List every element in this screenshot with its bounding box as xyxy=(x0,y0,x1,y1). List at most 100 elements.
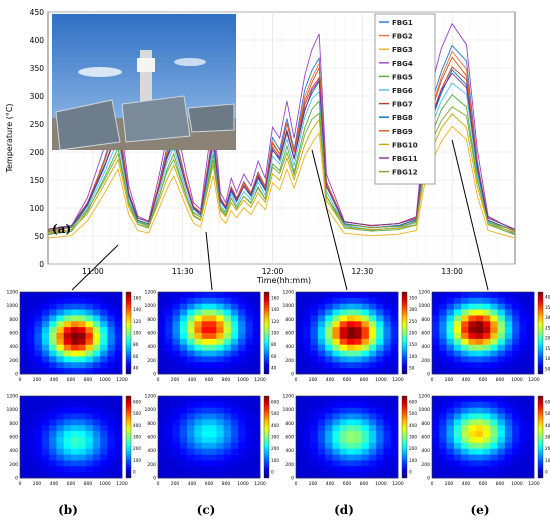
y-tick-label: 350 xyxy=(30,64,45,73)
line-chart-panel: 0 50 100 150 200 250 300 350 400 450 11:00 11:30 12… xyxy=(5,8,516,291)
heatmap-x-tick: 600 xyxy=(205,481,214,487)
heatmap-c-bottom: 0 200 400 600 800 1000 12000200400600800100012… xyxy=(145,394,280,488)
heatmap-x-tick: 0 xyxy=(19,377,22,383)
heatmap-y-tick: 0 xyxy=(153,476,156,482)
colorbar-tick: 150 xyxy=(409,342,417,347)
colorbar-tick: 600 xyxy=(545,399,550,404)
heatmap-x-tick: 800 xyxy=(496,481,505,487)
heatmap-x-tick: 400 xyxy=(326,377,335,383)
colorbar-tick: 0 xyxy=(271,470,274,475)
heatmap-b-bottom: 0 200 400 600 800 1000 12000200400600800100012… xyxy=(7,394,142,488)
colorbar-tick: 300 xyxy=(409,307,417,312)
y-axis: 0 50 100 150 200 250 300 350 400 450 xyxy=(30,8,45,269)
colorbar-tick: 100 xyxy=(545,356,550,361)
heatmap-x-tick: 1200 xyxy=(528,377,540,383)
heatmap-x-tick: 1000 xyxy=(375,377,387,383)
colorbar-tick: 80 xyxy=(133,342,139,347)
heatmap-y-tick: 1000 xyxy=(419,303,431,309)
panel-label-b: (b) xyxy=(58,503,78,517)
heatmap-x-tick: 0 xyxy=(19,481,22,487)
heatmap-x-tick: 800 xyxy=(360,377,369,383)
colorbar-tick: 600 xyxy=(271,399,279,404)
legend-entry: FBG2 xyxy=(392,33,413,41)
heatmap-x-tick: 1200 xyxy=(116,481,128,487)
colorbar-tick: 500 xyxy=(545,411,550,416)
legend-entry: FBG9 xyxy=(392,128,413,136)
heatmap-x-tick: 200 xyxy=(309,377,318,383)
heatmap-y-tick: 1000 xyxy=(7,407,19,413)
colorbar-tick: 250 xyxy=(545,325,550,330)
heatmap-y-tick: 1200 xyxy=(283,394,295,400)
x-tick-label: 13:00 xyxy=(441,267,463,276)
colorbar-tick: 200 xyxy=(409,331,417,336)
heatmap-y-tick: 0 xyxy=(15,372,18,378)
heatmap-x-tick: 600 xyxy=(479,377,488,383)
arrow xyxy=(451,139,489,291)
series-lines xyxy=(47,22,516,239)
colorbar-tick: 160 xyxy=(133,295,141,300)
colorbar xyxy=(537,291,544,375)
colorbar xyxy=(401,291,408,375)
heatmap-x-tick: 200 xyxy=(33,481,42,487)
heatmap-x-tick: 1000 xyxy=(237,481,249,487)
colorbar-tick: 350 xyxy=(545,305,550,310)
heatmap-y-tick: 1200 xyxy=(419,394,431,400)
series-line-fbg12 xyxy=(47,106,516,232)
heatmap-y-tick: 600 xyxy=(285,331,294,337)
panel-label-c: (c) xyxy=(197,503,216,517)
colorbar-tick: 500 xyxy=(409,411,417,416)
heatmap-y-tick: 800 xyxy=(147,317,156,323)
heatmap-y-tick: 0 xyxy=(153,372,156,378)
heatmap-y-tick: 600 xyxy=(9,331,18,337)
heatmap-x-tick: 0 xyxy=(295,377,298,383)
heatmap-x-tick: 200 xyxy=(445,481,454,487)
heatmap-x-tick: 1000 xyxy=(99,481,111,487)
heatmap-x-tick: 0 xyxy=(295,481,298,487)
heatmap-x-tick: 1200 xyxy=(528,481,540,487)
arrows xyxy=(71,139,489,291)
heatmap-e-bottom: 0 200 400 600 800 1000 12000200400600800100012… xyxy=(419,394,550,488)
colorbar xyxy=(263,291,270,375)
series-line-fbg4 xyxy=(47,22,516,232)
colorbar xyxy=(537,395,544,479)
heatmap-y-tick: 400 xyxy=(9,448,18,454)
colorbar-tick: 600 xyxy=(133,399,141,404)
heatmap-x-tick: 400 xyxy=(462,377,471,383)
x-tick-label: 11:00 xyxy=(82,267,104,276)
y-tick-label: 150 xyxy=(30,176,45,185)
heatmap-y-tick: 400 xyxy=(285,344,294,350)
colorbar-tick: 100 xyxy=(271,331,279,336)
heatmap-x-tick: 0 xyxy=(431,377,434,383)
colorbar-tick: 200 xyxy=(409,446,417,451)
heatmap-y-tick: 800 xyxy=(9,317,18,323)
heatmap-y-tick: 400 xyxy=(421,344,430,350)
heatmap-y-tick: 1200 xyxy=(419,290,431,296)
legend-entry: FBG12 xyxy=(392,169,418,177)
heatmap-y-tick: 200 xyxy=(285,462,294,468)
heatmap-x-tick: 800 xyxy=(222,481,231,487)
heatmap-x-tick: 1000 xyxy=(511,377,523,383)
y-tick-label: 250 xyxy=(30,120,45,129)
colorbar-tick: 400 xyxy=(271,423,279,428)
y-tick-label: 100 xyxy=(30,204,45,213)
panel-label-a: (a) xyxy=(52,222,71,236)
legend-entry: FBG8 xyxy=(392,114,413,122)
heatmap-y-tick: 800 xyxy=(147,421,156,427)
colorbar-tick: 100 xyxy=(409,458,417,463)
heatmap-y-tick: 0 xyxy=(427,372,430,378)
heatmap-y-tick: 800 xyxy=(9,421,18,427)
heatmap-x-tick: 1200 xyxy=(116,377,128,383)
heatmap-y-tick: 1200 xyxy=(7,290,19,296)
colorbar-tick: 80 xyxy=(271,342,277,347)
colorbar-tick: 140 xyxy=(133,307,141,312)
heatmap-x-tick: 600 xyxy=(479,481,488,487)
arrow xyxy=(311,149,348,291)
colorbar xyxy=(263,395,270,479)
heatmap-y-tick: 800 xyxy=(421,317,430,323)
colorbar-tick: 140 xyxy=(271,307,279,312)
x-axis: 11:00 11:30 12:00 12:30 13:00 xyxy=(82,267,463,276)
colorbar-tick: 350 xyxy=(409,295,417,300)
heatmap-y-tick: 1000 xyxy=(145,407,157,413)
heatmap-y-tick: 800 xyxy=(285,421,294,427)
heatmap-x-tick: 200 xyxy=(171,377,180,383)
